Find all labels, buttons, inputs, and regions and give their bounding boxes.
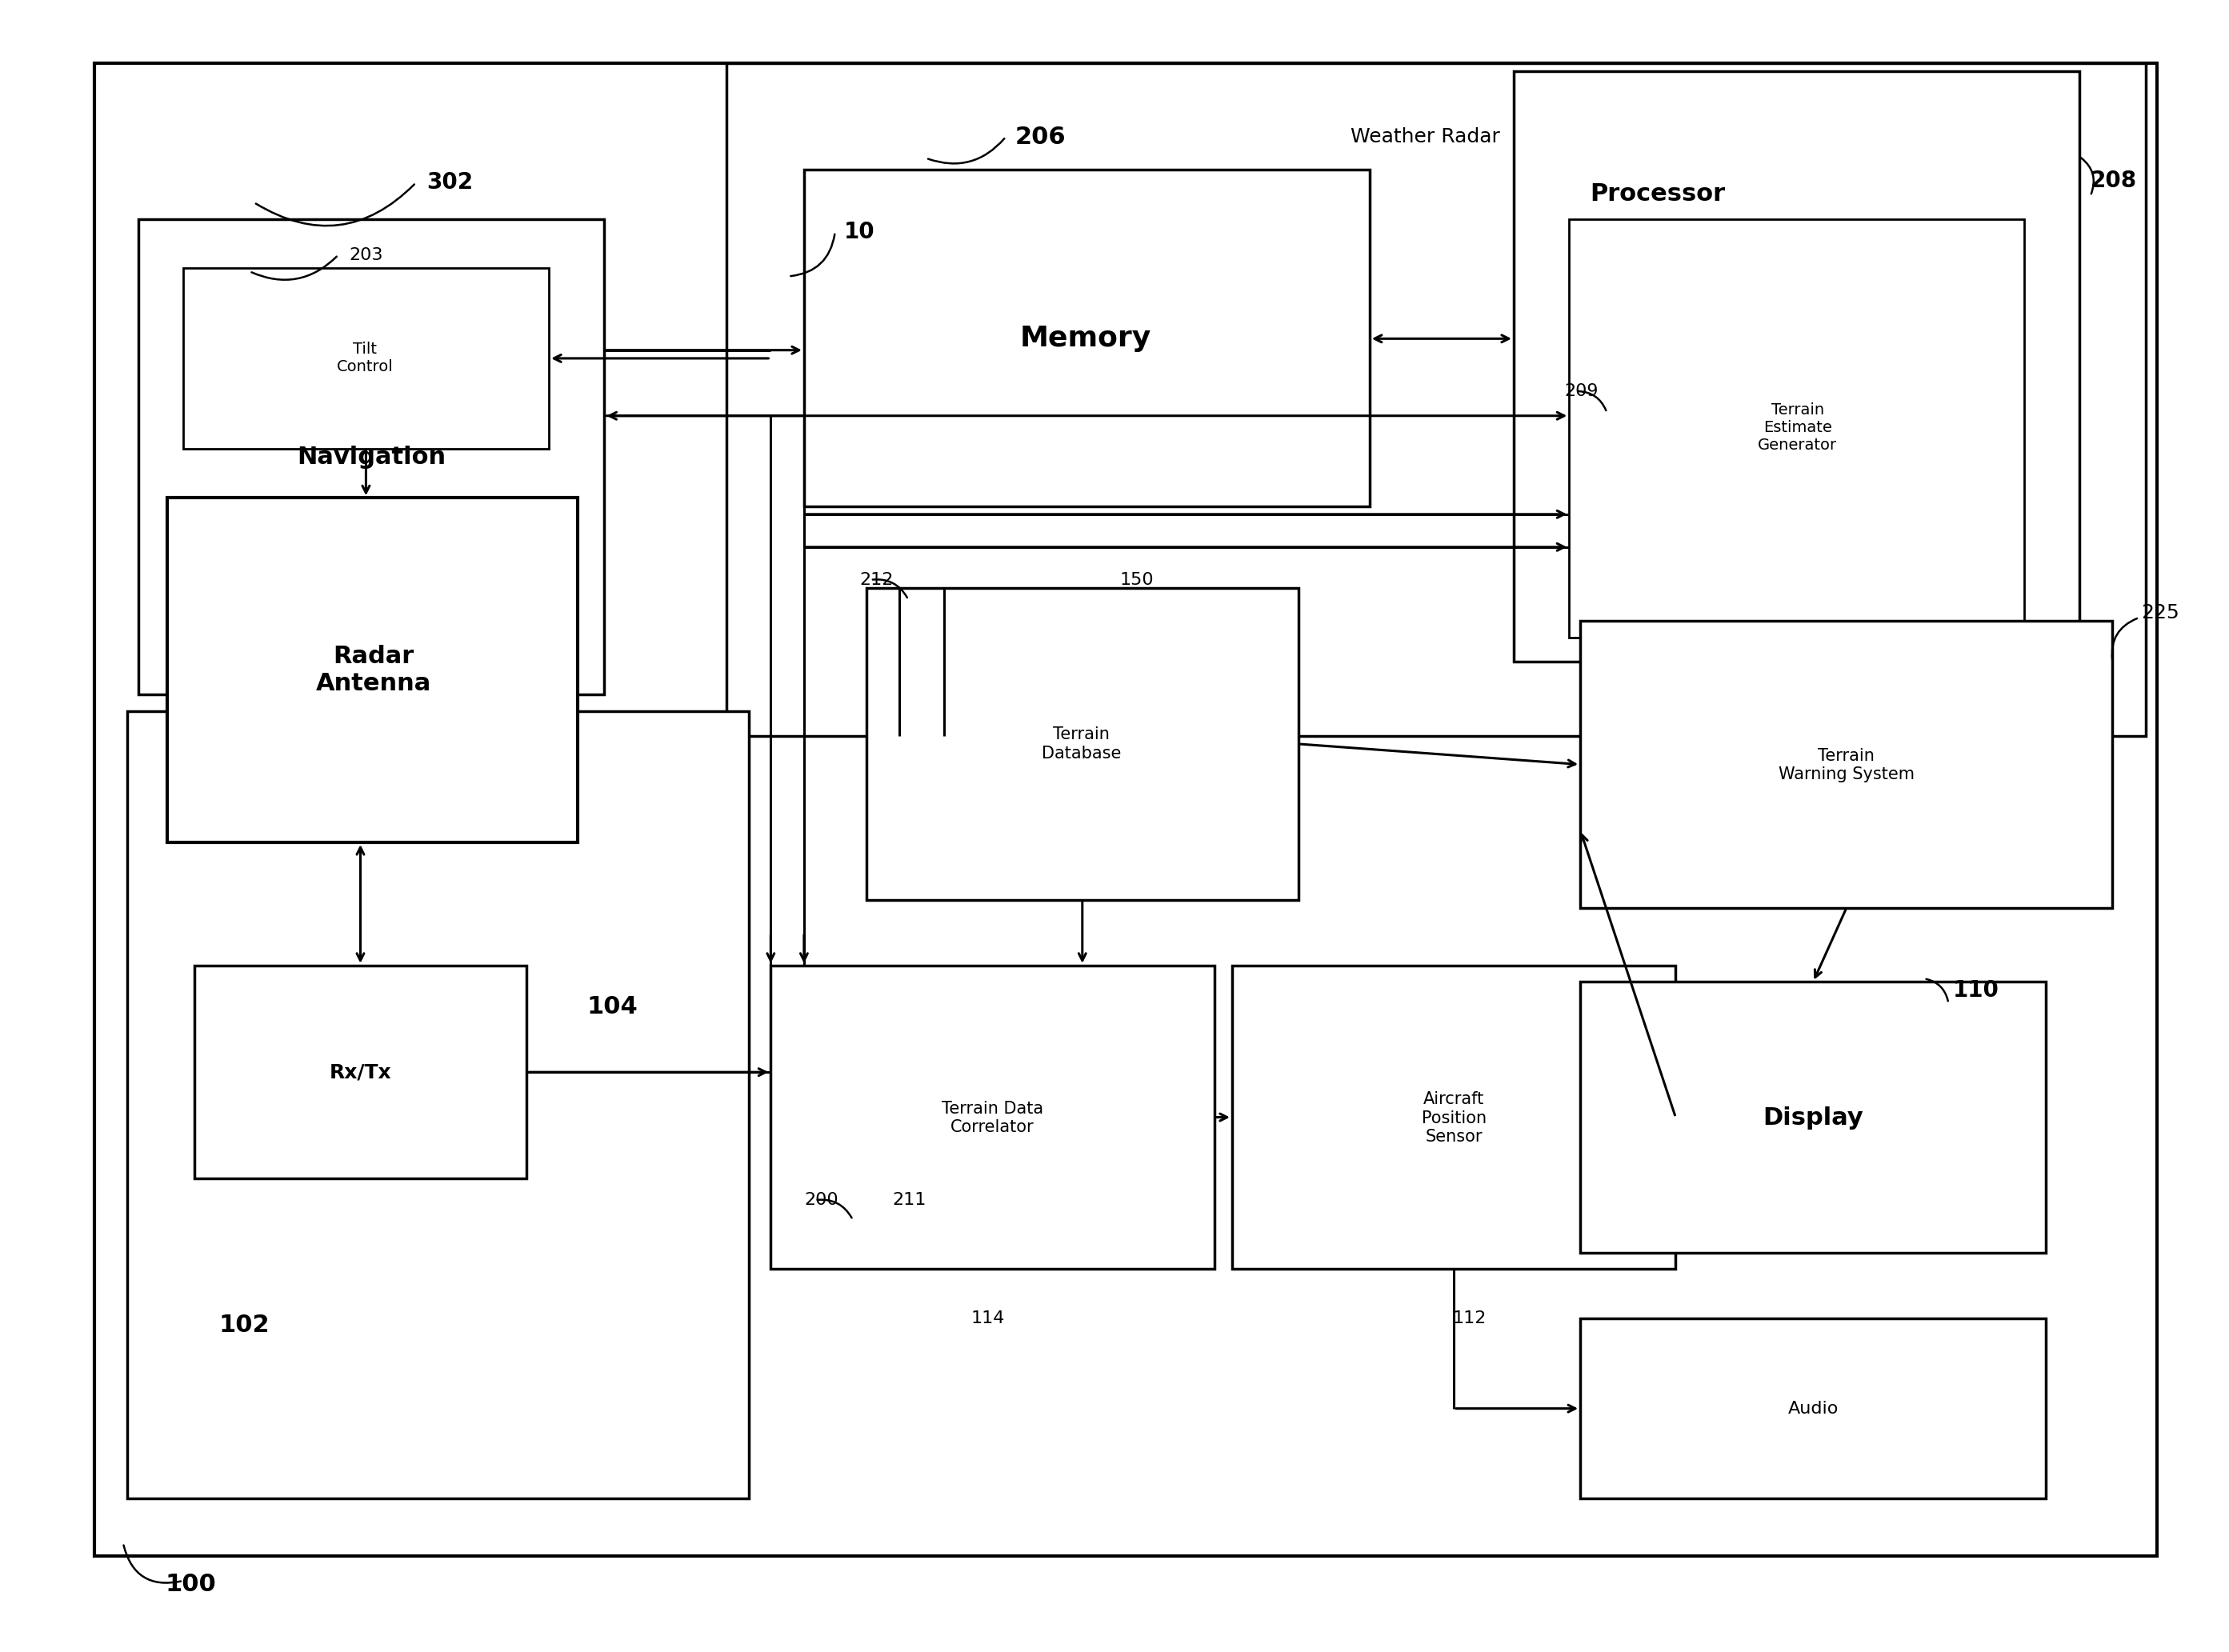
Text: Audio: Audio	[1788, 1401, 1839, 1416]
FancyBboxPatch shape	[94, 63, 2158, 1556]
Text: 200: 200	[805, 1193, 838, 1208]
Text: Aircraft
Position
Sensor: Aircraft Position Sensor	[1422, 1092, 1487, 1145]
FancyBboxPatch shape	[1233, 965, 1676, 1269]
FancyBboxPatch shape	[727, 63, 2147, 735]
Text: 225: 225	[2142, 603, 2180, 623]
Text: Radar
Antenna: Radar Antenna	[317, 644, 432, 695]
Text: 209: 209	[1565, 383, 1598, 400]
FancyBboxPatch shape	[805, 170, 1369, 506]
Text: 114: 114	[972, 1310, 1005, 1327]
Text: 150: 150	[1119, 572, 1155, 588]
FancyBboxPatch shape	[1513, 71, 2080, 662]
Text: Display: Display	[1763, 1107, 1863, 1130]
Text: Tilt
Control: Tilt Control	[337, 342, 392, 375]
Text: 10: 10	[845, 221, 874, 243]
FancyBboxPatch shape	[167, 497, 577, 843]
FancyBboxPatch shape	[138, 218, 604, 695]
Text: 110: 110	[1953, 980, 1999, 1001]
Text: Rx/Tx: Rx/Tx	[330, 1062, 392, 1082]
FancyBboxPatch shape	[867, 588, 1300, 900]
Text: 100: 100	[165, 1573, 216, 1596]
Text: Terrain
Database: Terrain Database	[1041, 727, 1121, 762]
FancyBboxPatch shape	[183, 268, 548, 449]
FancyBboxPatch shape	[771, 965, 1215, 1269]
Text: 208: 208	[2091, 170, 2138, 192]
Text: 212: 212	[860, 572, 894, 588]
Text: 302: 302	[428, 172, 473, 193]
Text: 104: 104	[586, 995, 637, 1018]
Text: Terrain
Warning System: Terrain Warning System	[1779, 748, 1915, 783]
FancyBboxPatch shape	[1580, 981, 2046, 1252]
Text: 211: 211	[892, 1193, 927, 1208]
Text: Processor: Processor	[1589, 183, 1725, 206]
Text: 112: 112	[1453, 1310, 1487, 1327]
Text: Memory: Memory	[1021, 325, 1152, 352]
Text: 206: 206	[1014, 126, 1065, 149]
FancyBboxPatch shape	[1580, 1318, 2046, 1498]
Text: Navigation: Navigation	[296, 444, 446, 469]
Text: 102: 102	[218, 1313, 270, 1336]
FancyBboxPatch shape	[1580, 621, 2113, 909]
FancyBboxPatch shape	[127, 710, 749, 1498]
Text: Terrain Data
Correlator: Terrain Data Correlator	[941, 1100, 1043, 1135]
FancyBboxPatch shape	[194, 965, 526, 1180]
Text: Weather Radar: Weather Radar	[1351, 127, 1500, 147]
FancyBboxPatch shape	[1569, 218, 2024, 638]
Text: Terrain
Estimate
Generator: Terrain Estimate Generator	[1759, 401, 1837, 453]
Text: 203: 203	[350, 246, 383, 263]
